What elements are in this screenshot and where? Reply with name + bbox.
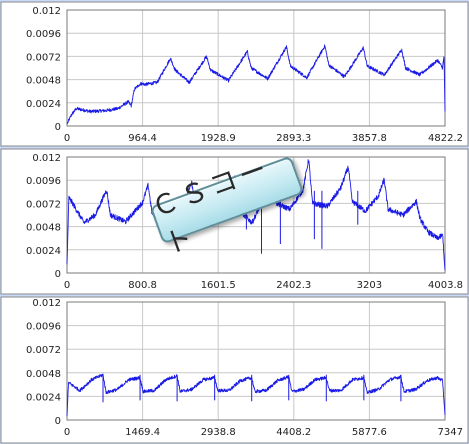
y-tick-label: 0.012: [32, 298, 61, 309]
x-tick-label: 0: [64, 427, 70, 438]
x-tick-label: 0: [64, 133, 70, 144]
x-tick-label: 3203: [357, 280, 382, 291]
x-tick-label: 1601.5: [201, 280, 236, 291]
x-tick-label: 964.4: [128, 133, 157, 144]
x-tick-label: 7347: [438, 427, 463, 438]
y-tick-label: 0.0048: [26, 76, 61, 87]
x-tick-label: 2402.3: [276, 280, 311, 291]
x-tick-label: 0: [64, 280, 70, 291]
y-tick-label: 0: [55, 122, 61, 133]
y-tick-label: 0.0096: [26, 29, 61, 40]
y-tick-label: 0.0096: [26, 322, 61, 333]
plot-area-border: [66, 156, 446, 274]
x-tick-label: 4408.2: [276, 427, 311, 438]
x-tick-label: 1469.4: [125, 427, 160, 438]
y-tick-label: 0: [55, 416, 61, 427]
plot-area-border: [66, 301, 446, 421]
panel-frame: [0, 296, 469, 444]
y-tick-label: 0.012: [32, 153, 61, 164]
y-tick-label: 0.012: [32, 6, 61, 17]
x-tick-label: 5877.6: [352, 427, 387, 438]
panel-frame: [0, 1, 469, 147]
y-tick-label: 0: [55, 269, 61, 280]
series-line: [66, 373, 446, 417]
x-tick-label: 4003.8: [428, 280, 463, 291]
series-line: [66, 159, 446, 271]
x-tick-label: 800.8: [128, 280, 157, 291]
y-tick-label: 0.0048: [26, 369, 61, 380]
x-tick-label: 4822.2: [428, 133, 463, 144]
y-tick-label: 0.0072: [26, 199, 61, 210]
chart-panel-1: 0 0.0024 0.0048 0.0072 0.0096 0.012 0 964.4 1928…: [0, 1, 469, 147]
chart-panel-2: 0 0.0024 0.0048 0.0072 0.0096 0.012 0 800.8 1601…: [0, 148, 469, 295]
x-tick-label: 1928.9: [201, 133, 236, 144]
y-tick-label: 0.0048: [26, 223, 61, 234]
series-line: [66, 44, 446, 125]
y-tick-label: 0.0024: [26, 246, 61, 257]
y-tick-label: 0.0024: [26, 392, 61, 403]
chart-panel-3: 0 0.0024 0.0048 0.0072 0.0096 0.012 0 1469.4 293…: [0, 296, 469, 444]
x-tick-label: 2893.3: [276, 133, 311, 144]
y-tick-label: 0.0072: [26, 345, 61, 356]
x-tick-label: 3857.8: [352, 133, 387, 144]
y-tick-label: 0.0096: [26, 176, 61, 187]
panel-frame: [0, 148, 469, 295]
y-tick-label: 0.0024: [26, 99, 61, 110]
x-tick-label: 2938.8: [201, 427, 236, 438]
plot-area-border: [66, 9, 446, 127]
y-tick-label: 0.0072: [26, 52, 61, 63]
